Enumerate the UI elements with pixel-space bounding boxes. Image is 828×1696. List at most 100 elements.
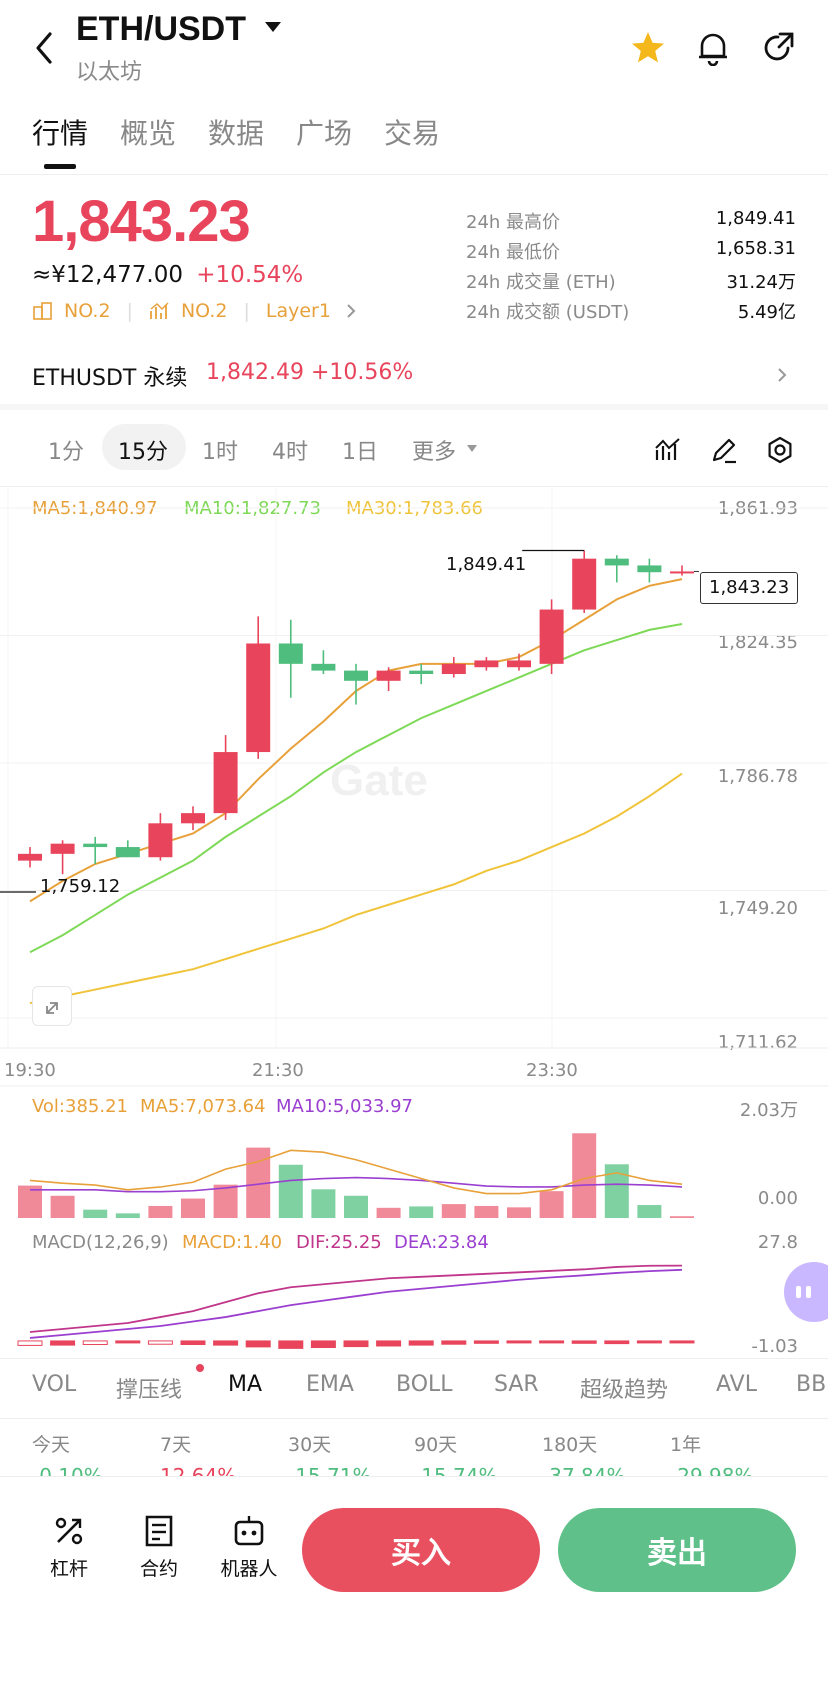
contract-tool[interactable]: 合约 [124, 1514, 194, 1581]
ind-ema[interactable]: EMA [306, 1372, 354, 1397]
perf-value: -29.98% [670, 1464, 754, 1476]
macd-histogram-bar [245, 1340, 271, 1348]
ind-avl[interactable]: AVL [716, 1372, 757, 1397]
chart-area[interactable]: MA5:1,840.97 MA10:1,827.73 MA30:1,783.66… [0, 488, 828, 1358]
macd-histogram-bar [604, 1340, 630, 1345]
robot-icon [234, 1516, 264, 1546]
section-separator [0, 404, 828, 410]
macd-histogram-bar [441, 1340, 467, 1345]
current-price-tag: 1,843.23 [700, 572, 799, 604]
macd-histogram-bar [473, 1340, 499, 1344]
tab-square[interactable]: 广场 [296, 117, 353, 150]
performance-row: 今天 7天 30天 90天 180天 1年 -0.10% 12.64% -15.… [0, 1430, 828, 1476]
perpetual-row[interactable]: ETHUSDT 永续 1,842.49 +10.56% [0, 348, 828, 404]
caret-down-icon[interactable] [466, 444, 478, 454]
macd-dif-line [29, 1264, 683, 1333]
tf-more[interactable]: 更多 [412, 440, 457, 465]
macd-histogram-bar [82, 1340, 108, 1346]
timeframe-bar: 1分 15分 1时 4时 1日 更多 [0, 420, 828, 480]
ind-ma[interactable]: MA [228, 1372, 263, 1397]
candle-body [670, 571, 694, 574]
candle-body [50, 843, 75, 854]
draw-pen-icon[interactable] [710, 436, 738, 464]
volume-bar [83, 1209, 108, 1218]
leverage-tool[interactable]: 杠杆 [34, 1514, 104, 1581]
tf-15m[interactable]: 15分 [118, 440, 168, 465]
pair-title[interactable]: ETH/USDT [76, 10, 246, 48]
fullscreen-button[interactable] [32, 986, 72, 1026]
divider [0, 1476, 828, 1477]
chevron-right-icon[interactable] [345, 302, 357, 320]
macd-histogram-bar [147, 1340, 173, 1345]
assistant-bubble[interactable] [784, 1262, 828, 1322]
indicator-chart-icon[interactable] [654, 436, 682, 464]
price-axis-label: 1,824.35 [717, 632, 798, 653]
volume-bar [441, 1204, 466, 1218]
tf-4h[interactable]: 4时 [272, 440, 308, 465]
stat-turnover: 24h 成交额 (USDT) 5.49亿 [466, 302, 796, 323]
new-dot-badge [196, 1364, 204, 1372]
ind-vol[interactable]: VOL [32, 1372, 77, 1397]
candle-body [637, 565, 662, 573]
volume-bar [507, 1207, 531, 1218]
macd-histogram-bar [636, 1340, 662, 1344]
volume-bar [539, 1191, 564, 1218]
bottom-bar: 杠杆 合约 机器人 买入 卖出 [0, 1478, 828, 1696]
perf-label: 180天 [542, 1434, 598, 1456]
macd-dif: DIF:25.25 [296, 1232, 382, 1253]
ind-boll[interactable]: BOLL [396, 1372, 453, 1397]
share-icon[interactable] [760, 30, 796, 66]
bell-icon[interactable] [696, 30, 730, 66]
rank-marketcap[interactable]: NO.2 [64, 300, 111, 322]
candle-body [311, 663, 336, 671]
divider [0, 1418, 828, 1419]
vol-ma10-legend: MA10:5,033.97 [276, 1096, 413, 1117]
tab-data[interactable]: 数据 [208, 117, 265, 150]
macd-histogram-bar [17, 1340, 43, 1346]
favorite-star-icon[interactable] [630, 30, 666, 66]
buy-button[interactable]: 买入 [302, 1508, 540, 1592]
perpetual-price: 1,842.49 +10.56% [206, 360, 414, 385]
ind-support-resistance[interactable]: 撑压线 [116, 1378, 183, 1403]
bot-tool[interactable]: 机器人 [214, 1514, 284, 1581]
tab-overview[interactable]: 概览 [120, 117, 177, 150]
candle-body [115, 847, 140, 858]
macd-histogram-bar [115, 1340, 141, 1344]
volume-bar [409, 1206, 434, 1218]
macd-title: MACD(12,26,9) [32, 1232, 169, 1253]
tab-market[interactable]: 行情 [32, 117, 89, 150]
macd-histogram-bar [213, 1340, 239, 1346]
volume-bar [376, 1207, 401, 1218]
rank-box-icon [33, 302, 52, 320]
tf-1m[interactable]: 1分 [48, 440, 84, 465]
sell-button[interactable]: 卖出 [558, 1508, 796, 1592]
ind-bb[interactable]: BB [796, 1372, 827, 1397]
back-icon[interactable] [30, 28, 58, 68]
perf-label: 今天 [32, 1434, 71, 1456]
volume-bar [181, 1198, 205, 1218]
macd-histogram-bar [571, 1340, 597, 1344]
volume-bar [311, 1189, 336, 1218]
settings-gear-icon[interactable] [766, 436, 794, 464]
tf-1d[interactable]: 1日 [342, 440, 378, 465]
tag-separator: | [243, 300, 250, 322]
perf-value: -15.71% [288, 1464, 372, 1476]
vol-legend: Vol:385.21 [32, 1096, 128, 1117]
tag-separator: | [126, 300, 133, 322]
tag-layer1[interactable]: Layer1 [265, 300, 331, 322]
rank-tags: NO.2 | NO.2 | Layer1 [32, 300, 357, 322]
candle-body [278, 643, 303, 664]
macd-dea-line [29, 1268, 683, 1339]
candle-body [148, 823, 173, 858]
volume-axis-label: 0.00 [757, 1188, 798, 1209]
ind-supertrend[interactable]: 超级趋势 [580, 1378, 669, 1403]
tab-trade[interactable]: 交易 [384, 117, 441, 150]
pair-subtitle: 以太坊 [76, 60, 143, 85]
stat-high: 24h 最高价 1,849.41 [466, 208, 796, 233]
last-price: 1,843.23 [32, 189, 251, 254]
ind-sar[interactable]: SAR [494, 1372, 539, 1397]
rank-sector[interactable]: NO.2 [180, 300, 228, 322]
divider [0, 1358, 828, 1359]
dropdown-caret-icon[interactable] [264, 20, 282, 34]
tf-1h[interactable]: 1时 [202, 440, 238, 465]
